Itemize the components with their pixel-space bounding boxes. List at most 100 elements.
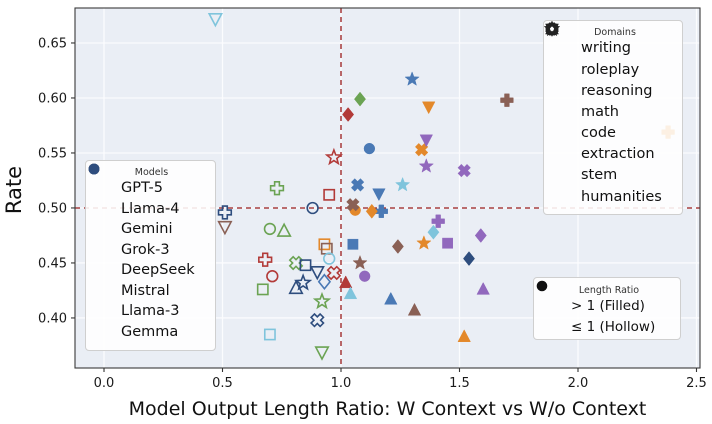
data-point-Gemini-reasoning [314, 346, 330, 361]
data-point-Gemma-math [217, 205, 233, 220]
model-color-dot-icon [88, 163, 112, 278]
models-legend-items: GPT-5 Llama-4 Gemini Grok-3 DeepSeek Mistral L… [88, 163, 207, 343]
svg-text:1.5: 1.5 [449, 376, 470, 391]
domains-legend-item-writing: writing [546, 23, 674, 59]
length-ratio-legend-items: > 1 (Filled) ≤ 1 (Hollow) [536, 280, 672, 338]
data-point-Gemini-math [269, 181, 285, 196]
domain-label: math [581, 103, 619, 120]
x-ticks: 0.0 0.5 1.0 1.5 2.0 2.5 [94, 368, 707, 391]
models-legend-item-DeepSeek: DeepSeek [88, 163, 207, 281]
data-point-Llama-3-code [323, 252, 336, 265]
plot-border [74, 7, 701, 369]
ratio-label: ≤ 1 (Hollow) [571, 318, 656, 335]
model-label: Gemma [121, 323, 179, 340]
star-marker-icon [544, 21, 572, 205]
domains-legend-item-humanities: humanities [544, 21, 674, 207]
data-point-Llama-4-writing [323, 188, 336, 201]
domain-label: stem [581, 167, 618, 184]
data-point-GPT-5-extraction [317, 273, 332, 290]
data-point-Llama-3-humanities [394, 176, 411, 192]
data-point-Llama-4-humanities [324, 147, 344, 166]
data-point-GPT-5-code [363, 142, 376, 155]
data-point-Mistral-roleplay [476, 281, 490, 295]
data-point-Llama-3-roleplay [343, 286, 358, 300]
data-point-Llama-3-writing [263, 328, 276, 341]
triangle_down-marker-icon [545, 23, 572, 99]
model-label: Llama-3 [121, 303, 180, 319]
data-point-Gemini-writing [256, 283, 269, 296]
models-legend: Models GPT-5 Llama-4 Gemini Grok-3 DeepSeek M… [85, 160, 216, 351]
models-legend-item-Gemma: Gemma [88, 163, 207, 343]
domains-legend-item-stem: stem [545, 22, 674, 186]
model-color-dot-icon [88, 163, 112, 258]
domains-legend-title: Domains [594, 27, 636, 38]
data-point-Mistral-reasoning [419, 134, 433, 148]
data-point-Gemma-reasoning [309, 265, 325, 281]
svg-text:0.50: 0.50 [38, 201, 67, 216]
data-point-GPT-5-stem [351, 178, 365, 192]
data-point-Mistral-math [431, 214, 445, 228]
reference-lines [75, 8, 700, 368]
svg-text:0.45: 0.45 [38, 256, 67, 271]
models-legend-item-Gemini: Gemini [88, 163, 207, 240]
domains-legend-item-extraction: extraction [546, 21, 674, 165]
data-point-Gemma-extraction [463, 251, 475, 266]
y-axis-label: Rate [2, 165, 26, 215]
data-point-DeepSeek-roleplay [407, 302, 422, 316]
data-point-Grok-3-extraction [365, 203, 378, 219]
data-point-DeepSeek-stem [346, 198, 360, 212]
length-ratio-legend: Length Ratio > 1 (Filled) ≤ 1 (Hollow) [533, 277, 681, 340]
data-point-Grok-3-humanities [416, 235, 432, 250]
model-color-dot-icon [88, 163, 112, 217]
data-point-Llama-4-stem [326, 265, 342, 281]
data-point-Llama-3-reasoning [207, 12, 223, 28]
domain-label: reasoning [581, 82, 653, 99]
length-ratio-legend-title: Length Ratio [578, 285, 640, 296]
data-point-DeepSeek-reasoning [217, 220, 233, 236]
ratio-legend-item: ≤ 1 (Hollow) [536, 280, 672, 338]
model-color-dot-icon [88, 163, 112, 319]
svg-text:0.0: 0.0 [94, 376, 115, 391]
svg-text:0.55: 0.55 [38, 146, 67, 161]
data-point-Gemma-writing [299, 259, 312, 272]
model-label: DeepSeek [121, 262, 195, 278]
domains-legend: Domains writing roleplay reasoning math code… [543, 20, 683, 215]
x-axis-label: Model Output Length Ratio: W Context vs … [128, 398, 647, 420]
domain-label: writing [581, 40, 631, 57]
data-point-Gemini-humanities [312, 291, 332, 310]
domain-label: humanities [581, 188, 662, 205]
data-point-Grok-3-reasoning [422, 101, 436, 115]
svg-text:2.5: 2.5 [686, 376, 707, 391]
data-point-GPT-5-humanities [404, 71, 420, 86]
data-point-Gemini-roleplay [276, 222, 292, 237]
model-label: Mistral [121, 282, 170, 299]
data-point-Mistral-extraction [474, 228, 487, 243]
domains-legend-item-roleplay: roleplay [545, 21, 674, 80]
circle-marker-icon [546, 23, 572, 141]
model-label: Gemini [121, 221, 173, 237]
model-color-dot-icon [88, 163, 112, 340]
data-point-GPT-5-writing [347, 238, 359, 250]
y-ticks: 0.40 0.45 0.50 0.55 0.60 0.65 [38, 36, 75, 326]
data-point-Llama-4-extraction [342, 107, 355, 122]
data-point-Grok-3-stem [415, 143, 429, 157]
model-label: Grok-3 [121, 241, 170, 258]
svg-text:0.5: 0.5 [212, 376, 233, 391]
data-point-Gemma-stem [309, 312, 325, 328]
models-legend-item-GPT-5: GPT-5 [88, 163, 207, 199]
models-legend-item-Grok-3: Grok-3 [88, 163, 207, 261]
data-point-DeepSeek-math [500, 93, 514, 107]
triangle_up-marker-icon [545, 21, 572, 78]
model-label: Llama-4 [121, 200, 180, 217]
models-legend-title: Models [134, 167, 169, 178]
domains-legend-items: writing roleplay reasoning math code extracti… [544, 21, 674, 208]
data-point-Llama-4-roleplay [339, 275, 353, 289]
filled-circle-icon [537, 281, 562, 315]
model-color-dot-icon [88, 163, 112, 237]
domain-label: extraction [581, 146, 655, 163]
ratio-legend-item: > 1 (Filled) [537, 281, 672, 317]
model-label: GPT-5 [121, 180, 163, 196]
diamond-marker-icon [546, 21, 572, 163]
square-marker-icon [546, 23, 572, 57]
